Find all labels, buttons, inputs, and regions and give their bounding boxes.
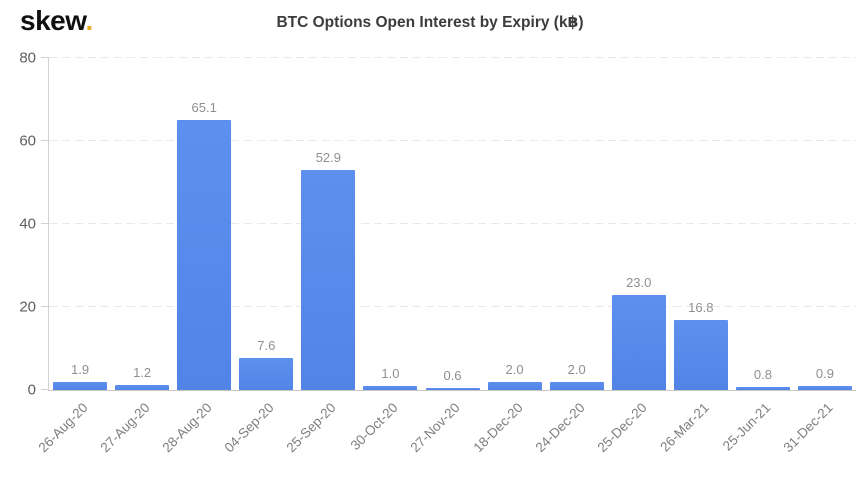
x-axis-label: 27-Aug-20 xyxy=(97,400,153,456)
bar-slot: 52.9 xyxy=(297,58,359,390)
y-axis-label: 80 xyxy=(19,49,36,67)
bar-slot: 7.6 xyxy=(235,58,297,390)
x-axis-label: 18-Dec-20 xyxy=(469,400,526,456)
bar-value-label: 1.0 xyxy=(381,365,400,381)
y-axis-tick xyxy=(41,140,49,141)
bar-value-label: 1.2 xyxy=(133,365,152,381)
x-axis-label: 27-Nov-20 xyxy=(407,400,464,456)
bar-28-aug-20[interactable] xyxy=(177,119,232,390)
bar-26-mar-21[interactable] xyxy=(673,320,728,390)
gridline xyxy=(49,223,856,224)
bar-30-oct-20[interactable] xyxy=(363,385,418,390)
gridline xyxy=(49,306,856,307)
y-axis-tick xyxy=(41,223,49,224)
bar-slot: 2.0 xyxy=(484,58,546,390)
gridline xyxy=(49,57,856,58)
bar-04-sep-20[interactable] xyxy=(239,358,294,390)
x-axis-labels: 26-Aug-20 27-Aug-20 28-Aug-20 04-Sep-20 25-S… xyxy=(35,390,856,478)
bar-value-label: 0.9 xyxy=(815,366,835,382)
x-axis-label: 24-Dec-20 xyxy=(532,400,588,456)
bar-slot: 23.0 xyxy=(608,58,670,390)
skew-logo-text: skew xyxy=(20,5,86,36)
y-axis-tick xyxy=(41,306,49,307)
y-axis-tick xyxy=(41,57,49,58)
bar-value-label: 2.0 xyxy=(567,361,586,377)
plot-area: 1.9 1.2 65.1 7.6 52.9 1.0 0.6 2.0 2.0 23.0 16.8 0.8… xyxy=(19,50,856,455)
bar-value-label: 0.6 xyxy=(443,367,462,383)
bar-value-label: 2.0 xyxy=(505,361,524,377)
x-axis-label: 25-Sep-20 xyxy=(283,400,339,456)
bar-value-label: 0.8 xyxy=(753,366,772,382)
bar-25-dec-20[interactable] xyxy=(611,294,666,390)
bar-slot: 0.8 xyxy=(732,58,794,390)
bar-18-dec-20[interactable] xyxy=(487,381,542,390)
x-axis-label: 26-Mar-21 xyxy=(656,400,712,455)
bar-slot: 1.0 xyxy=(359,58,421,390)
bar-value-label: 65.1 xyxy=(191,99,217,115)
bars: 1.9 1.2 65.1 7.6 52.9 1.0 0.6 2.0 2.0 23.0 16.8 0.8… xyxy=(49,58,856,390)
bar-slot: 16.8 xyxy=(670,58,732,390)
y-axis-label: 0 xyxy=(27,381,36,399)
bar-27-nov-20[interactable] xyxy=(425,387,480,390)
chart-title: BTC Options Open Interest by Expiry (k฿) xyxy=(276,14,584,31)
x-axis-label: 30-Oct-20 xyxy=(347,400,402,454)
bar-slot: 1.9 xyxy=(49,58,111,390)
x-axis-label: 26-Aug-20 xyxy=(35,400,91,456)
bar-25-jun-21[interactable] xyxy=(735,386,790,390)
bar-24-dec-20[interactable] xyxy=(549,381,604,390)
skew-logo-dot: . xyxy=(85,5,93,36)
bar-value-label: 52.9 xyxy=(315,150,341,166)
skew-logo: skew. xyxy=(20,5,93,37)
x-axis-label: 25-Dec-20 xyxy=(594,400,650,456)
bar-27-aug-20[interactable] xyxy=(115,385,170,390)
gridline xyxy=(49,140,856,141)
bar-slot: 65.1 xyxy=(173,58,235,390)
x-axis-label: 31-Dec-21 xyxy=(780,400,836,456)
bar-value-label: 23.0 xyxy=(626,274,652,290)
y-axis-label: 40 xyxy=(19,215,36,233)
bar-26-aug-20[interactable] xyxy=(53,382,108,390)
bar-slot: 0.6 xyxy=(421,58,483,390)
x-axis-label: 25-Jun-21 xyxy=(719,400,774,454)
y-axis-label: 60 xyxy=(19,132,36,150)
y-axis-tick xyxy=(41,389,49,390)
bar-slot: 2.0 xyxy=(546,58,608,390)
bar-25-sep-20[interactable] xyxy=(301,170,356,390)
y-axis-label: 20 xyxy=(19,298,36,316)
bar-31-dec-21[interactable] xyxy=(797,386,852,390)
x-axis-label: 28-Aug-20 xyxy=(159,400,215,456)
bar-slot: 0.9 xyxy=(794,58,856,390)
x-axis-label: 04-Sep-20 xyxy=(221,400,277,456)
bar-value-label: 7.6 xyxy=(257,338,276,354)
bar-value-label: 16.8 xyxy=(688,300,714,316)
bar-value-label: 1.9 xyxy=(70,362,90,378)
bar-slot: 1.2 xyxy=(111,58,173,390)
